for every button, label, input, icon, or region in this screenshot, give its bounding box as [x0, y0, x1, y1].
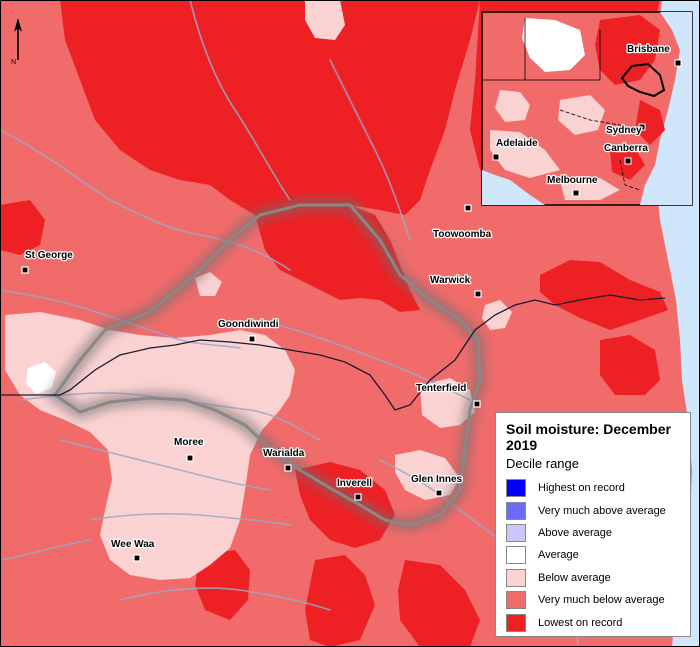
- place-markers: [21, 204, 482, 562]
- marker-inverell: [354, 493, 362, 501]
- region-lowest-south-a: [305, 555, 375, 647]
- region-lowest-southwest: [195, 550, 250, 620]
- marker-wee-waa: [133, 554, 141, 562]
- place-label-st-george: St George: [25, 250, 73, 261]
- region-lowest-west: [0, 200, 45, 255]
- region-below-warwick: [482, 300, 512, 330]
- marker-warwick: [474, 290, 482, 298]
- region-lowest-north: [60, 0, 480, 215]
- inset-label-canberra: Canberra: [604, 143, 648, 154]
- place-label-warwick: Warwick: [430, 275, 471, 286]
- legend-swatch: [506, 568, 526, 587]
- north-arrow-icon: [14, 18, 22, 60]
- north-arrow-label: N: [11, 59, 16, 66]
- region-below-northwest: [305, 0, 345, 40]
- inset-focus-outline: [620, 62, 666, 98]
- place-label-toowoomba: Toowoomba: [433, 229, 492, 240]
- inset-label-sydney: Sydney: [606, 125, 642, 136]
- legend-item: Very much below average: [506, 589, 680, 611]
- region-lowest-border-ranges: [540, 260, 668, 330]
- legend-swatch: [506, 546, 526, 565]
- legend-label: Highest on record: [538, 482, 625, 495]
- place-label-warialda: Warialda: [263, 448, 305, 459]
- place-label-moree: Moree: [174, 437, 204, 448]
- legend-label: Below average: [538, 571, 611, 584]
- place-label-glen-innes: Glen Innes: [411, 474, 463, 485]
- legend-subtitle: Decile range: [506, 456, 579, 471]
- legend-label: Lowest on record: [538, 616, 623, 629]
- marker-toowoomba: [464, 204, 472, 212]
- legend-swatch: [506, 591, 526, 610]
- legend-item: Very much above average: [506, 499, 680, 521]
- legend-item: Lowest on record: [506, 611, 680, 633]
- place-label-goondiwindi: Goondiwindi: [218, 319, 279, 330]
- region-lowest-south-b: [398, 560, 480, 647]
- legend-label: Very much below average: [538, 594, 665, 607]
- focus-area-boundary: [52, 203, 482, 527]
- inset-city-markers: [492, 59, 682, 197]
- place-label-inverell: Inverell: [337, 478, 372, 489]
- inset-label-adelaide: Adelaide: [496, 138, 538, 149]
- legend-label: Very much above average: [538, 504, 666, 517]
- legend-title: Soil moisture: December 2019: [506, 421, 671, 453]
- legend-item: Above average: [506, 522, 680, 544]
- place-label-wee-waa: Wee Waa: [111, 539, 155, 550]
- legend-item: Below average: [506, 567, 680, 589]
- marker-moree: [186, 454, 194, 462]
- legend-label: Above average: [538, 526, 612, 539]
- legend-item: Average: [506, 544, 680, 566]
- region-white-patch: [26, 362, 56, 394]
- region-below-glen-innes: [395, 450, 460, 500]
- marker-st-george: [21, 266, 29, 274]
- legend: Soil moisture: December 2019 Decile rang…: [495, 412, 691, 637]
- marker-tenterfield: [473, 400, 481, 408]
- legend-swatch: [506, 479, 526, 498]
- place-label-tenterfield: Tenterfield: [416, 383, 466, 394]
- region-below-tenterfield: [420, 378, 475, 428]
- state-border: [0, 294, 666, 411]
- legend-label: Average: [538, 549, 579, 562]
- marker-warialda: [284, 464, 292, 472]
- inset-label-brisbane: Brisbane: [627, 44, 670, 55]
- marker-goondiwindi: [248, 335, 256, 343]
- legend-swatch: [506, 501, 526, 520]
- inset-label-melbourne: Melbourne: [547, 175, 598, 186]
- legend-items: Highest on record Very much above average…: [506, 477, 680, 634]
- legend-swatch: [506, 613, 526, 632]
- legend-swatch: [506, 523, 526, 542]
- region-lowest-coast: [600, 335, 660, 395]
- marker-glen-innes: [435, 489, 443, 497]
- region-below-plains: [5, 312, 295, 580]
- legend-item: Highest on record: [506, 477, 680, 499]
